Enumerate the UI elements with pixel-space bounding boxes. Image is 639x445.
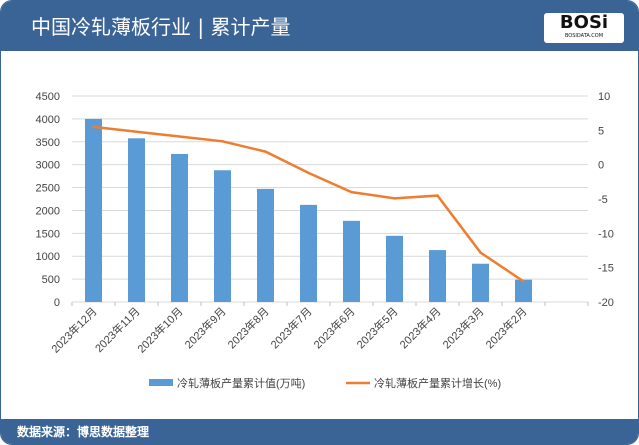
x-tick-label: 2023年8月: [225, 304, 272, 351]
legend-line-label: 冷轧薄板产量累计增长(%): [374, 376, 501, 390]
line-point: [221, 140, 224, 143]
x-tick-label: 2023年9月: [182, 304, 229, 351]
x-tick-label: 2023年2月: [483, 304, 530, 351]
logo: BOSi BOSIDATA.COM: [544, 13, 624, 43]
y-tick-right: -5: [598, 194, 608, 206]
line-point: [135, 130, 138, 133]
line-point: [264, 150, 267, 153]
y-tick-left: 500: [42, 274, 60, 286]
y-tick-left: 2500: [36, 183, 60, 195]
y-tick-left: 0: [54, 297, 60, 309]
y-tick-right: -20: [598, 297, 614, 309]
footer: 数据来源：博思数据整理: [1, 419, 638, 444]
line-point: [522, 280, 525, 283]
line-point: [178, 135, 181, 138]
bar: [386, 235, 403, 302]
y-tick-left: 1500: [36, 228, 60, 240]
bar: [343, 220, 360, 302]
y-tick-left: 3000: [36, 160, 60, 172]
data-source: 数据来源：博思数据整理: [17, 425, 150, 439]
bar: [472, 263, 489, 302]
y-tick-right: 5: [598, 125, 604, 137]
y-tick-left: 4500: [36, 91, 60, 103]
legend-bar-swatch: [149, 379, 173, 386]
y-tick-left: 4000: [36, 114, 60, 126]
line-point: [307, 171, 310, 175]
line-point: [393, 197, 396, 200]
y-tick-right: -10: [598, 228, 614, 240]
bar: [171, 153, 188, 302]
bar: [257, 188, 274, 302]
bar: [300, 204, 317, 302]
y-tick-right: 10: [598, 91, 610, 103]
line-point: [436, 194, 439, 197]
bar: [429, 250, 446, 302]
x-tick-label: 2023年10月: [134, 304, 185, 355]
y-tick-left: 2000: [36, 205, 60, 217]
chart: 0 500 1000 1500 2000 2500 3000 3500 4000 4500 -20 -…: [36, 91, 614, 390]
x-tick-label: 2023年12月: [48, 304, 99, 355]
y-tick-left: 3500: [36, 137, 60, 149]
line-point: [350, 190, 353, 194]
y-tick-right: 0: [598, 160, 604, 172]
x-tick-label: 2023年6月: [311, 304, 358, 351]
bar: [515, 279, 532, 302]
x-tick-label: 2023年5月: [354, 304, 401, 351]
header: 中国冷轧薄板行业 | 累计产量 BOSi BOSIDATA.COM: [1, 1, 638, 51]
bar: [128, 138, 145, 302]
bar: [85, 118, 102, 302]
x-tick-label: 2023年7月: [268, 304, 315, 351]
legend-bar-label: 冷轧薄板产量累计值(万吨): [177, 376, 305, 390]
line-point: [92, 125, 95, 129]
page-title: 中国冷轧薄板行业 | 累计产量: [31, 15, 291, 39]
x-tick-label: 2023年3月: [440, 304, 487, 351]
y-tick-left: 1000: [36, 251, 60, 263]
y-tick-right: -15: [598, 263, 614, 275]
line-point: [479, 251, 482, 254]
x-tick-label: 2023年4月: [397, 304, 444, 351]
bar: [214, 170, 231, 302]
